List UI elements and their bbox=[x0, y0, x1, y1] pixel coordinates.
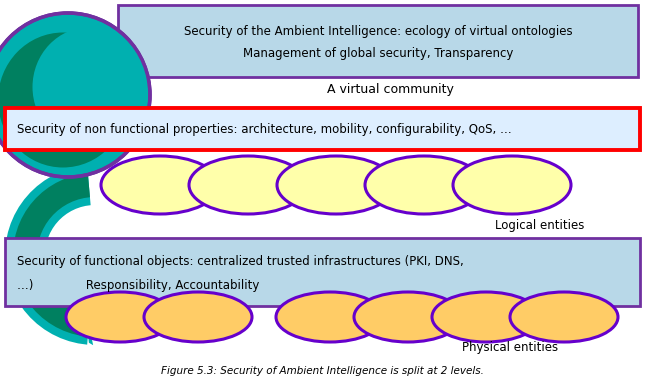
Text: A virtual community: A virtual community bbox=[326, 83, 453, 97]
FancyBboxPatch shape bbox=[5, 108, 640, 150]
Text: …)              Responsibility, Accountability: …) Responsibility, Accountability bbox=[17, 279, 259, 293]
Ellipse shape bbox=[453, 156, 571, 214]
Ellipse shape bbox=[365, 156, 483, 214]
Ellipse shape bbox=[510, 292, 618, 342]
Polygon shape bbox=[84, 304, 93, 345]
Ellipse shape bbox=[32, 27, 148, 147]
Polygon shape bbox=[13, 173, 90, 337]
Ellipse shape bbox=[66, 292, 174, 342]
Circle shape bbox=[0, 13, 150, 177]
Text: Management of global security, Transparency: Management of global security, Transpare… bbox=[243, 47, 513, 59]
Ellipse shape bbox=[189, 156, 307, 214]
Text: Security of the Ambient Intelligence: ecology of virtual ontologies: Security of the Ambient Intelligence: ec… bbox=[184, 24, 572, 38]
Ellipse shape bbox=[354, 292, 462, 342]
Polygon shape bbox=[5, 165, 91, 345]
Ellipse shape bbox=[101, 156, 219, 214]
Text: Figure 5.3: Security of Ambient Intelligence is split at 2 levels.: Figure 5.3: Security of Ambient Intellig… bbox=[161, 366, 484, 376]
Ellipse shape bbox=[432, 292, 540, 342]
FancyBboxPatch shape bbox=[118, 5, 638, 77]
Text: Logical entities: Logical entities bbox=[495, 218, 584, 232]
Text: Security of functional objects: centralized trusted infrastructures (PKI, DNS,: Security of functional objects: centrali… bbox=[17, 256, 464, 268]
Ellipse shape bbox=[277, 156, 395, 214]
FancyBboxPatch shape bbox=[5, 238, 640, 306]
Ellipse shape bbox=[144, 292, 252, 342]
Text: Security of non functional properties: architecture, mobility, configurability, : Security of non functional properties: a… bbox=[17, 123, 511, 135]
Ellipse shape bbox=[0, 32, 128, 167]
Text: Physical entities: Physical entities bbox=[462, 341, 558, 355]
Ellipse shape bbox=[276, 292, 384, 342]
